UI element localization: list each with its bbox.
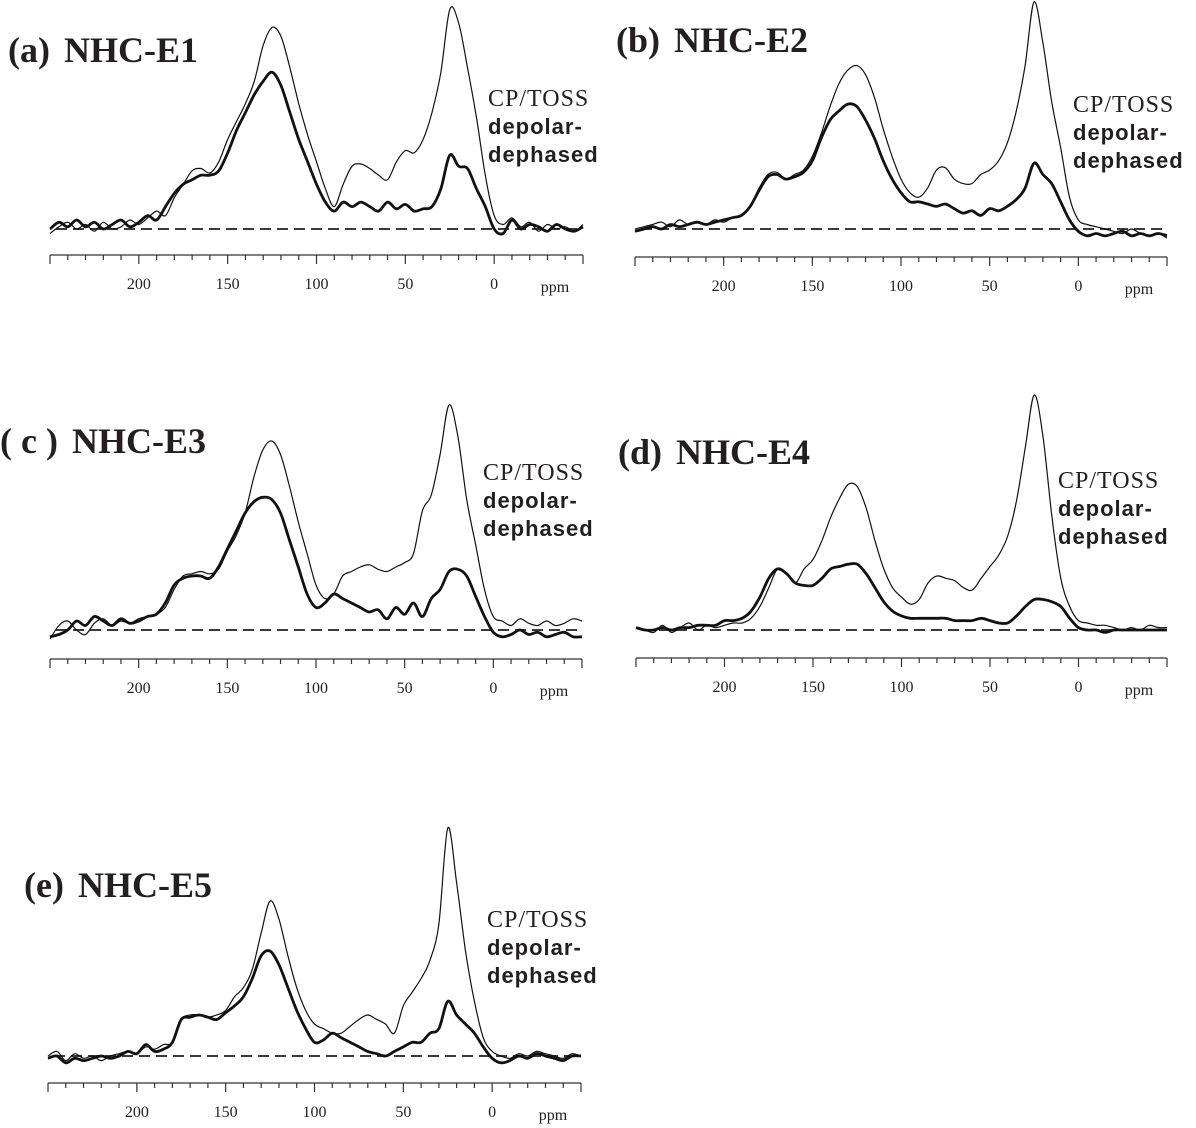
panel-title: (a) NHC-E1 bbox=[8, 30, 198, 70]
sample-name: NHC-E5 bbox=[78, 865, 212, 905]
sample-name: NHC-E1 bbox=[64, 30, 198, 70]
series-depolar-dephased bbox=[635, 561, 1167, 634]
tick-label: 50 bbox=[982, 679, 998, 696]
tick-label: 0 bbox=[489, 680, 497, 697]
tick-label: 50 bbox=[397, 276, 413, 293]
tick-label: 150 bbox=[215, 680, 239, 697]
x-axis: 200 150 100 50 0 ppm bbox=[47, 1082, 582, 1124]
panel-title: ( c ) NHC-E3 bbox=[0, 421, 206, 461]
series-cp-toss bbox=[635, 394, 1168, 634]
series-depolar-dephased bbox=[634, 102, 1168, 238]
x-axis: 200 150 100 50 0 ppm bbox=[634, 256, 1168, 298]
x-axis-unit: ppm bbox=[540, 683, 569, 700]
x-axis-unit: ppm bbox=[1125, 682, 1154, 699]
legend-dephased: dephased bbox=[488, 142, 599, 167]
tick-label: 100 bbox=[303, 1104, 327, 1121]
x-axis-unit: ppm bbox=[541, 279, 570, 296]
tick-label: 150 bbox=[801, 679, 825, 696]
panel-title: (b) NHC-E2 bbox=[616, 20, 808, 60]
legend-cp-toss: CP/TOSS bbox=[1058, 468, 1159, 494]
tick-label: 150 bbox=[214, 1104, 238, 1121]
tick-label: 50 bbox=[395, 1104, 411, 1121]
tick-label: 150 bbox=[800, 278, 824, 295]
series-cp-toss bbox=[49, 404, 583, 640]
legend-cp-toss: CP/TOSS bbox=[488, 86, 589, 112]
tick-label: 200 bbox=[125, 1104, 149, 1121]
sample-name: NHC-E3 bbox=[72, 421, 206, 461]
x-axis: 200 150 100 50 0 ppm bbox=[635, 657, 1168, 699]
panel-letter: (e) bbox=[24, 865, 64, 905]
legend-depolar: depolar- bbox=[483, 488, 578, 513]
tick-label: 0 bbox=[488, 1104, 496, 1121]
legend-cp-toss: CP/TOSS bbox=[487, 907, 588, 933]
tick-label: 0 bbox=[1074, 278, 1082, 295]
series-cp-toss bbox=[634, 1, 1168, 239]
tick-label: 50 bbox=[982, 278, 998, 295]
legend-dephased: dephased bbox=[1073, 148, 1184, 173]
tick-label: 200 bbox=[713, 679, 737, 696]
x-axis-unit: ppm bbox=[539, 1107, 568, 1124]
sample-name: NHC-E4 bbox=[676, 432, 810, 472]
tick-label: 200 bbox=[127, 276, 151, 293]
x-axis-unit: ppm bbox=[1125, 281, 1154, 298]
tick-label: 200 bbox=[712, 278, 736, 295]
panel-letter: (b) bbox=[616, 20, 660, 60]
legend-dephased: dephased bbox=[487, 963, 598, 988]
tick-label: 100 bbox=[889, 278, 913, 295]
tick-label: 50 bbox=[397, 680, 413, 697]
legend-depolar: depolar- bbox=[1058, 496, 1153, 521]
series-depolar-dephased bbox=[49, 495, 583, 639]
legend-depolar: depolar- bbox=[488, 114, 583, 139]
tick-label: 200 bbox=[127, 680, 151, 697]
panel-title: (e) NHC-E5 bbox=[24, 865, 212, 905]
tick-label: 100 bbox=[890, 679, 914, 696]
panel-title: (d) NHC-E4 bbox=[618, 432, 810, 472]
panel-letter: (d) bbox=[618, 432, 662, 472]
series-depolar-dephased bbox=[49, 70, 584, 236]
tick-label: 150 bbox=[216, 276, 240, 293]
series-cp-toss bbox=[49, 6, 584, 234]
tick-label: 100 bbox=[305, 276, 329, 293]
tick-label: 100 bbox=[304, 680, 328, 697]
legend-depolar: depolar- bbox=[487, 935, 582, 960]
legend-depolar: depolar- bbox=[1073, 120, 1168, 145]
x-axis: 200 150 100 50 0 ppm bbox=[49, 658, 583, 700]
tick-label: 0 bbox=[490, 276, 498, 293]
x-axis: 200 150 100 50 0 ppm bbox=[49, 254, 584, 296]
legend-dephased: dephased bbox=[483, 516, 594, 541]
series-depolar-dephased bbox=[47, 949, 582, 1065]
tick-label: 0 bbox=[1075, 679, 1083, 696]
legend-cp-toss: CP/TOSS bbox=[1073, 92, 1174, 118]
legend-dephased: dephased bbox=[1058, 524, 1169, 549]
sample-name: NHC-E2 bbox=[674, 20, 808, 60]
legend-cp-toss: CP/TOSS bbox=[483, 460, 584, 486]
panel-letter: ( c ) bbox=[0, 421, 58, 461]
panel-letter: (a) bbox=[8, 30, 50, 70]
